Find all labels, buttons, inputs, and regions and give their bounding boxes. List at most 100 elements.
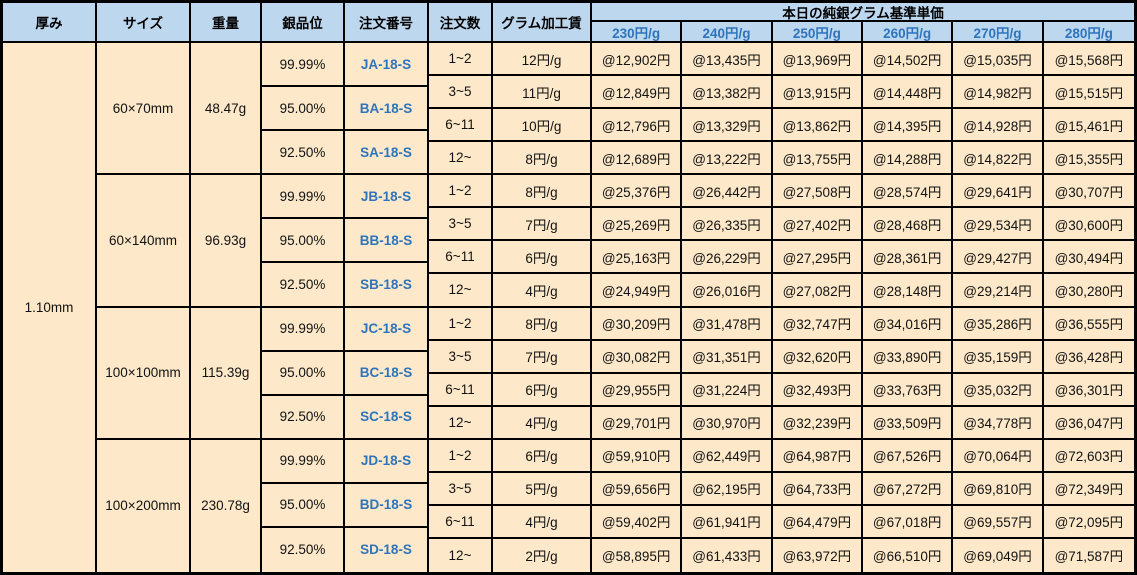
- purity-cell: 95.00%: [262, 483, 345, 528]
- price-cell: @30,494円: [1043, 241, 1134, 275]
- price-cell: @59,402円: [592, 505, 683, 539]
- qty-cell: 12~: [429, 406, 493, 440]
- price-cell: @14,288円: [863, 142, 954, 176]
- price-cell: @64,987円: [772, 439, 863, 473]
- fee-cell: 11円/g: [493, 76, 592, 110]
- thickness-cell: 1.10mm: [3, 43, 97, 572]
- purity-cell: 99.99%: [262, 307, 345, 352]
- price-cell: @29,701円: [592, 406, 683, 440]
- price-cell: @27,402円: [772, 208, 863, 242]
- fee-cell: 7円/g: [493, 340, 592, 374]
- price-cell: @59,910円: [592, 439, 683, 473]
- price-cell: @34,016円: [863, 307, 954, 341]
- price-cell: @15,568円: [1043, 43, 1134, 77]
- price-cell: @36,301円: [1043, 373, 1134, 407]
- purity-cell: 99.99%: [262, 175, 345, 220]
- price-cell: @70,064円: [953, 439, 1044, 473]
- price-cell: @13,915円: [772, 76, 863, 110]
- price-cell: @14,822円: [953, 142, 1044, 176]
- fee-cell: 8円/g: [493, 142, 592, 176]
- size-cell: 100×200mm: [97, 439, 191, 572]
- col-header-gram-fee: グラム加工賃: [493, 3, 592, 43]
- price-cell: @15,515円: [1043, 76, 1134, 110]
- col-header-price-5: 280円/g: [1043, 22, 1134, 43]
- price-cell: @26,335円: [682, 208, 773, 242]
- purity-cell: 95.00%: [262, 351, 345, 396]
- price-cell: @33,763円: [863, 373, 954, 407]
- purity-cell: 92.50%: [262, 263, 345, 308]
- price-cell: @67,272円: [863, 472, 954, 506]
- qty-cell: 3~5: [429, 472, 493, 506]
- price-cell: @30,600円: [1043, 208, 1134, 242]
- price-cell: @27,508円: [772, 175, 863, 209]
- price-cell: @72,603円: [1043, 439, 1134, 473]
- price-cell: @36,428円: [1043, 340, 1134, 374]
- price-cell: @13,382円: [682, 76, 773, 110]
- price-cell: @62,449円: [682, 439, 773, 473]
- fee-cell: 5円/g: [493, 472, 592, 506]
- price-cell: @59,656円: [592, 472, 683, 506]
- price-cell: @58,895円: [592, 538, 683, 572]
- price-cell: @72,095円: [1043, 505, 1134, 539]
- price-cell: @28,148円: [863, 274, 954, 308]
- price-cell: @30,209円: [592, 307, 683, 341]
- price-cell: @69,049円: [953, 538, 1044, 572]
- price-cell: @26,016円: [682, 274, 773, 308]
- col-header-purity: 銀品位: [262, 3, 345, 43]
- purity-cell: 99.99%: [262, 439, 345, 484]
- price-cell: @61,433円: [682, 538, 773, 572]
- price-cell: @30,970円: [682, 406, 773, 440]
- price-cell: @27,082円: [772, 274, 863, 308]
- qty-cell: 6~11: [429, 241, 493, 275]
- qty-cell: 1~2: [429, 43, 493, 77]
- price-cell: @12,849円: [592, 76, 683, 110]
- fee-cell: 6円/g: [493, 241, 592, 275]
- purity-cell: 95.00%: [262, 87, 345, 132]
- col-header-price-3: 260円/g: [863, 22, 954, 43]
- fee-cell: 8円/g: [493, 175, 592, 209]
- order-no-cell: BA-18-S: [345, 87, 429, 132]
- price-cell: @12,796円: [592, 109, 683, 143]
- purity-cell: 92.50%: [262, 131, 345, 176]
- order-no-cell: BB-18-S: [345, 219, 429, 264]
- price-cell: @32,493円: [772, 373, 863, 407]
- qty-cell: 6~11: [429, 109, 493, 143]
- price-cell: @25,269円: [592, 208, 683, 242]
- col-header-order-qty: 注文数: [429, 3, 493, 43]
- price-cell: @31,351円: [682, 340, 773, 374]
- order-no-cell: SA-18-S: [345, 131, 429, 176]
- order-no-cell: BC-18-S: [345, 351, 429, 396]
- weight-cell: 115.39g: [191, 307, 262, 440]
- price-cell: @61,941円: [682, 505, 773, 539]
- purity-cell: 92.50%: [262, 395, 345, 440]
- price-cell: @13,755円: [772, 142, 863, 176]
- qty-cell: 3~5: [429, 76, 493, 110]
- qty-cell: 1~2: [429, 307, 493, 341]
- qty-cell: 3~5: [429, 208, 493, 242]
- price-cell: @28,468円: [863, 208, 954, 242]
- price-cell: @32,239円: [772, 406, 863, 440]
- price-cell: @71,587円: [1043, 538, 1134, 572]
- price-cell: @63,972円: [772, 538, 863, 572]
- price-cell: @25,376円: [592, 175, 683, 209]
- price-cell: @13,329円: [682, 109, 773, 143]
- price-cell: @24,949円: [592, 274, 683, 308]
- price-cell: @67,018円: [863, 505, 954, 539]
- qty-cell: 12~: [429, 538, 493, 572]
- price-cell: @32,620円: [772, 340, 863, 374]
- price-cell: @12,902円: [592, 43, 683, 77]
- price-cell: @35,159円: [953, 340, 1044, 374]
- price-cell: @13,435円: [682, 43, 773, 77]
- price-cell: @36,047円: [1043, 406, 1134, 440]
- price-cell: @29,214円: [953, 274, 1044, 308]
- price-cell: @67,526円: [863, 439, 954, 473]
- col-header-weight: 重量: [191, 3, 262, 43]
- price-cell: @15,355円: [1043, 142, 1134, 176]
- price-cell: @34,778円: [953, 406, 1044, 440]
- price-cell: @33,890円: [863, 340, 954, 374]
- price-cell: @14,502円: [863, 43, 954, 77]
- order-no-cell: SD-18-S: [345, 527, 429, 572]
- col-header-order-no: 注文番号: [345, 3, 429, 43]
- fee-cell: 6円/g: [493, 373, 592, 407]
- price-cell: @14,928円: [953, 109, 1044, 143]
